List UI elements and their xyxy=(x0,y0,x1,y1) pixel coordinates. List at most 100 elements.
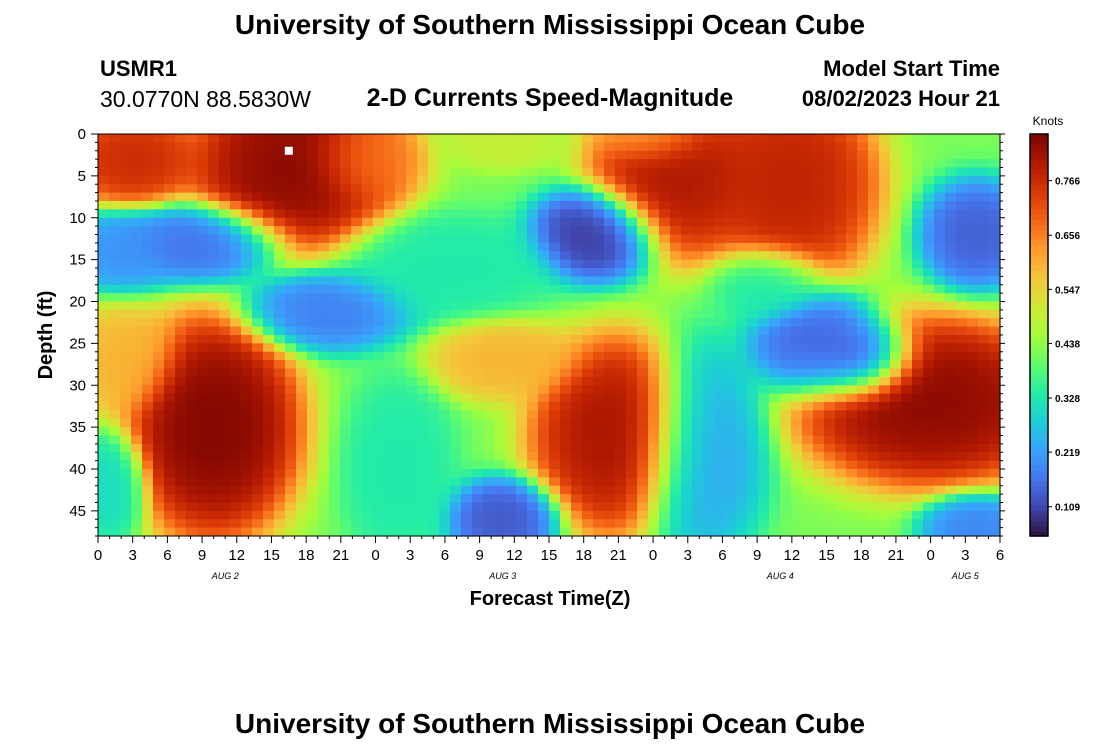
heatmap-cell xyxy=(395,376,407,386)
heatmap-cell xyxy=(164,335,176,344)
heatmap-cell xyxy=(670,326,682,336)
heatmap-cell xyxy=(428,351,440,361)
heatmap-cell xyxy=(681,427,693,437)
heatmap-cell xyxy=(395,259,407,269)
heatmap-cell xyxy=(670,159,682,169)
heatmap-cell xyxy=(879,326,891,336)
heatmap-cell xyxy=(450,217,462,227)
heatmap-cell xyxy=(714,309,726,319)
heatmap-cell xyxy=(527,284,539,294)
heatmap-cell xyxy=(175,376,187,386)
heatmap-cell xyxy=(263,142,275,152)
heatmap-cell xyxy=(505,209,517,219)
heatmap-cell xyxy=(109,368,121,378)
heatmap-cell xyxy=(659,477,671,487)
heatmap-cell xyxy=(780,276,792,286)
heatmap-cell xyxy=(868,201,880,210)
heatmap-cell xyxy=(714,335,726,344)
heatmap-cell xyxy=(98,242,110,252)
heatmap-cell xyxy=(417,326,429,336)
heatmap-cell xyxy=(109,318,121,328)
heatmap-cell xyxy=(109,251,121,261)
heatmap-cell xyxy=(659,234,671,244)
heatmap-cell xyxy=(934,410,946,420)
heatmap-cell xyxy=(208,159,220,169)
heatmap-cell xyxy=(153,368,165,378)
heatmap-cell xyxy=(197,217,209,227)
heatmap-cell xyxy=(505,217,517,227)
heatmap-cell xyxy=(615,167,627,177)
heatmap-cell xyxy=(494,418,506,428)
heatmap-cell xyxy=(175,360,187,370)
heatmap-cell xyxy=(120,276,132,286)
heatmap-cell xyxy=(791,284,803,294)
heatmap-cell xyxy=(813,418,825,428)
heatmap-cell xyxy=(802,360,814,370)
heatmap-cell xyxy=(681,259,693,269)
heatmap-cell xyxy=(494,276,506,286)
heatmap-cell xyxy=(813,402,825,411)
heatmap-cell xyxy=(857,510,869,520)
heatmap-cell xyxy=(230,510,242,520)
heatmap-cell xyxy=(252,443,264,453)
heatmap-cell xyxy=(406,251,418,261)
heatmap-cell xyxy=(901,184,913,194)
heatmap-cell xyxy=(670,184,682,194)
heatmap-cell xyxy=(208,201,220,210)
colorbar-tick-label: 0.438 xyxy=(1055,339,1080,350)
heatmap-cell xyxy=(241,452,253,462)
heatmap-cell xyxy=(494,385,506,395)
heatmap-cell xyxy=(604,385,616,395)
heatmap-cell xyxy=(483,494,495,504)
heatmap-cell xyxy=(648,494,660,504)
heatmap-cell xyxy=(648,142,660,152)
heatmap-cell xyxy=(494,159,506,169)
heatmap-cell xyxy=(835,192,847,202)
heatmap-cell xyxy=(934,301,946,311)
heatmap-cell xyxy=(241,134,253,143)
heatmap-cell xyxy=(296,385,308,395)
heatmap-cell xyxy=(428,443,440,453)
heatmap-cell xyxy=(219,209,231,219)
heatmap-cell xyxy=(813,134,825,143)
heatmap-cell xyxy=(483,435,495,445)
heatmap-cell xyxy=(120,167,132,177)
heatmap-cell xyxy=(956,477,968,487)
heatmap-cell xyxy=(780,343,792,353)
heatmap-cell xyxy=(835,242,847,252)
heatmap-cell xyxy=(703,435,715,445)
heatmap-cell xyxy=(263,234,275,244)
heatmap-cell xyxy=(318,276,330,286)
heatmap-cell xyxy=(626,385,638,395)
heatmap-cell xyxy=(142,469,154,478)
heatmap-cell xyxy=(362,251,374,261)
heatmap-cell xyxy=(263,510,275,520)
heatmap-cell xyxy=(109,259,121,269)
heatmap-cell xyxy=(131,376,143,386)
heatmap-cell xyxy=(461,343,473,353)
heatmap-cell xyxy=(131,502,143,512)
heatmap-cell xyxy=(582,192,594,202)
heatmap-cell xyxy=(186,309,198,319)
heatmap-cell xyxy=(120,150,132,160)
heatmap-cell xyxy=(626,368,638,378)
heatmap-cell xyxy=(318,343,330,353)
heatmap-cell xyxy=(208,276,220,286)
heatmap-cell xyxy=(835,159,847,169)
heatmap-cell xyxy=(538,527,550,537)
heatmap-cell xyxy=(879,410,891,420)
heatmap-cell xyxy=(912,494,924,504)
heatmap-cell xyxy=(956,452,968,462)
heatmap-cell xyxy=(98,427,110,437)
heatmap-cell xyxy=(791,226,803,236)
heatmap-cell xyxy=(956,192,968,202)
heatmap-cell xyxy=(472,276,484,286)
heatmap-cell xyxy=(527,234,539,244)
heatmap-cell xyxy=(945,418,957,428)
heatmap-cell xyxy=(626,209,638,219)
heatmap-cell xyxy=(769,167,781,177)
heatmap-cell xyxy=(252,343,264,353)
heatmap-cell xyxy=(142,527,154,537)
heatmap-cell xyxy=(846,217,858,227)
heatmap-cell xyxy=(241,485,253,495)
